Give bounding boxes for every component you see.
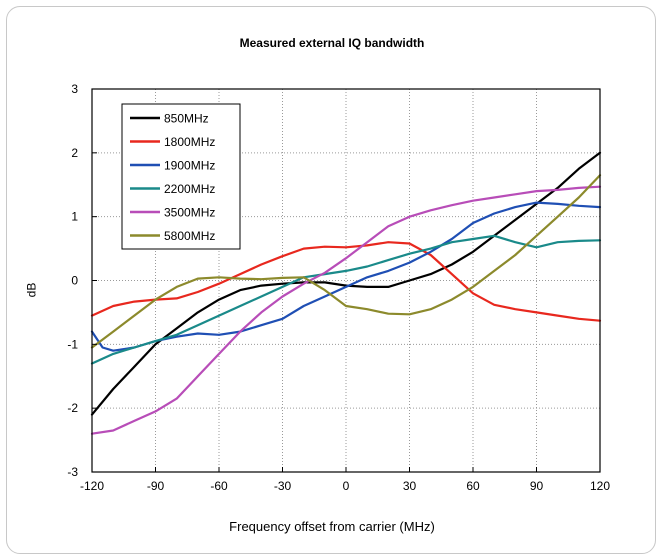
legend-label: 3500MHz xyxy=(164,206,215,220)
legend-label: 850MHz xyxy=(164,112,209,126)
series-line-2200MHz xyxy=(90,234,602,365)
y-tick-label: 0 xyxy=(71,274,78,288)
x-tick-label: 120 xyxy=(590,479,610,493)
x-tick-label: -90 xyxy=(147,479,165,493)
x-tick-label: -30 xyxy=(274,479,292,493)
legend-box xyxy=(121,103,241,250)
series-line-3500MHz xyxy=(90,185,602,435)
y-tick-label: 1 xyxy=(71,210,78,224)
y-tick-label: -2 xyxy=(67,401,78,415)
x-tick-label: -60 xyxy=(210,479,228,493)
x-tick-label: 90 xyxy=(530,479,544,493)
legend-label: 1800MHz xyxy=(164,135,215,149)
chart-card xyxy=(6,6,656,554)
x-tick-label: 30 xyxy=(403,479,417,493)
legend-label: 5800MHz xyxy=(164,229,215,243)
series-line-5800MHz xyxy=(90,174,602,349)
chart-title: Measured external IQ bandwidth xyxy=(239,36,425,50)
axis-ticks: -120 -90 -60 -30 0 30 60 90 120 -3 -2 -1 0 1 2 3 xyxy=(67,82,610,493)
x-axis-label: Frequency offset from carrier (MHz) xyxy=(229,519,435,534)
y-tick-label: 3 xyxy=(71,82,78,96)
series-line-1800MHz xyxy=(90,241,602,322)
series-lines xyxy=(90,151,602,435)
legend-label: 1900MHz xyxy=(164,159,215,173)
legend-label: 2200MHz xyxy=(164,182,215,196)
y-tick-label: -1 xyxy=(67,337,78,351)
x-tick-label: 60 xyxy=(466,479,480,493)
x-tick-label: 0 xyxy=(343,479,350,493)
y-tick-label: -3 xyxy=(67,465,78,479)
legend: 850MHz 1800MHz 1900MHz 2200MHz 3500MHz 5800MH… xyxy=(121,103,241,250)
y-tick-label: 2 xyxy=(71,146,78,160)
series-line-850MHz xyxy=(90,151,602,416)
x-tick-label: -120 xyxy=(80,479,104,493)
